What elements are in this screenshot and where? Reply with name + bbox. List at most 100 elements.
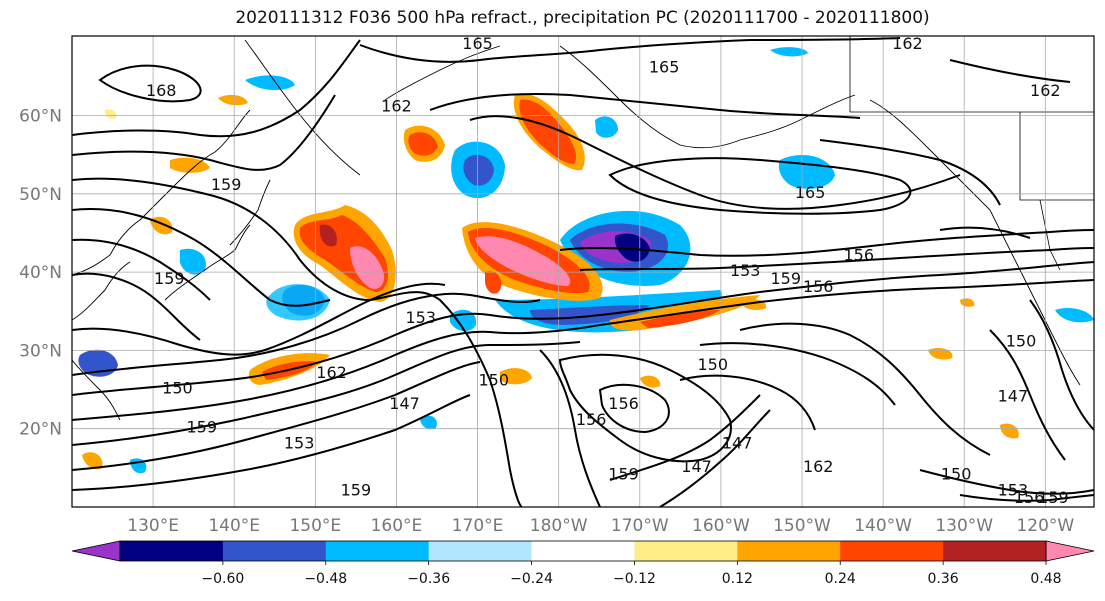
contour-label: 150 [162, 379, 193, 398]
contour-label: 147 [998, 386, 1029, 405]
colorbar-segment [840, 541, 944, 561]
longitude-label: 140°E [208, 516, 260, 536]
latitude-label: 50°N [19, 185, 62, 205]
height-contour [608, 157, 912, 215]
coastlines [72, 39, 1081, 421]
contour-label: 153 [730, 261, 761, 280]
coastline [244, 39, 361, 176]
negative-anomaly-area [1055, 308, 1094, 323]
longitude-labels: 130°E 140°E 150°E 160°E 170°E 180°W 170°W 160°W… [127, 516, 1074, 536]
height-contour [72, 177, 523, 507]
positive-anomaly-area [170, 157, 210, 173]
latitude-label: 60°N [19, 107, 62, 127]
colorbar-segment [634, 541, 738, 561]
contour-label: 150 [698, 355, 729, 374]
longitude-label: 170°E [452, 516, 504, 536]
positive-anomaly-area [475, 236, 571, 286]
colorbar-tick-label: −0.24 [510, 571, 553, 587]
height-contour [559, 229, 1094, 257]
contour-label: 147 [681, 457, 712, 476]
latitude-label: 40°N [19, 263, 62, 283]
map-title: 2020111312 F036 500 hPa refract., precip… [235, 8, 930, 28]
longitude-label: 120°W [1016, 516, 1074, 536]
longitude-label: 180°W [530, 516, 588, 536]
height-contour [989, 329, 1066, 461]
contour-label: 147 [389, 394, 420, 413]
contour-label: 147 [722, 433, 753, 452]
contour-label: 156 [803, 277, 834, 296]
negative-anomaly-area [595, 116, 618, 138]
contour-label: 168 [146, 81, 177, 100]
longitude-label: 140°W [854, 516, 912, 536]
height-contour [939, 226, 1031, 239]
negative-anomaly-area [266, 284, 330, 321]
contour-label: 150 [941, 465, 972, 484]
coastline [72, 261, 131, 321]
negative-anomaly-area [180, 248, 206, 275]
height-contour [72, 341, 581, 446]
positive-anomaly-area [500, 368, 532, 385]
contour-label: 159 [1038, 488, 1069, 507]
contour-label: 159 [154, 269, 185, 288]
positive-anomaly-area [640, 375, 661, 388]
height-contour [739, 322, 991, 456]
longitude-label: 130°W [935, 516, 993, 536]
coastline [739, 94, 856, 141]
height-contour [359, 37, 901, 63]
colorbar-tick-label: −0.60 [201, 571, 244, 587]
longitude-label: 160°W [692, 516, 750, 536]
positive-anomaly-area [1000, 423, 1019, 439]
contour-label: 150 [1006, 332, 1037, 351]
coastline [72, 109, 251, 276]
height-contour [699, 342, 896, 406]
contour-label: 162 [1030, 81, 1061, 100]
colorbar-tick-label: 0.24 [825, 571, 856, 587]
positive-anomaly-area [485, 271, 502, 294]
contour-label: 162 [316, 363, 347, 382]
negative-anomaly-area [770, 47, 808, 57]
coastline [72, 359, 121, 421]
precipitation-anomaly-field [78, 47, 1094, 474]
colorbar-segment [737, 541, 841, 561]
height-contour [72, 279, 1094, 421]
contour-label: 156 [576, 410, 607, 429]
positive-anomaly-area [319, 224, 337, 247]
coastline [559, 45, 741, 149]
height-contour [539, 349, 601, 507]
longitude-label: 160°E [371, 516, 423, 536]
positive-anomaly-area [960, 298, 975, 307]
latitude-label: 30°N [19, 341, 62, 361]
negative-anomaly-area [420, 415, 437, 430]
colorbar-tick-label: 0.48 [1030, 571, 1061, 587]
coastline [384, 45, 501, 101]
contour-label: 165 [649, 58, 680, 77]
longitude-label: 170°W [611, 516, 669, 536]
negative-anomaly-area [530, 305, 650, 325]
height-contour [72, 261, 1094, 396]
positive-anomaly-area [218, 94, 248, 106]
contour-label: 156 [1014, 488, 1045, 507]
colorbar-segment [325, 541, 430, 561]
positive-anomaly-area [640, 310, 720, 328]
contour-label: 159 [211, 175, 242, 194]
colorbar-tick-labels: −0.60 −0.48 −0.36 −0.24 −0.12 0.12 0.24 0.36 0.4… [201, 561, 1062, 587]
height-contour [469, 115, 961, 210]
contour-label: 156 [844, 245, 875, 264]
height-contour [679, 374, 816, 431]
height-contour [98, 64, 202, 103]
height-contour [72, 238, 211, 301]
coastline [164, 224, 251, 301]
colorbar-extend-min [71, 540, 121, 562]
negative-anomaly-area [463, 154, 494, 186]
height-contour [609, 394, 761, 481]
contour-label: 162 [892, 34, 923, 53]
height-contour [72, 208, 331, 307]
positive-anomaly-area [928, 347, 953, 360]
latitude-label: 20°N [19, 420, 62, 440]
height-contour [429, 92, 861, 119]
colorbar-extend-max [1045, 540, 1095, 562]
contour-label: 159 [608, 465, 639, 484]
colorbar-tick-label: −0.12 [613, 571, 656, 587]
